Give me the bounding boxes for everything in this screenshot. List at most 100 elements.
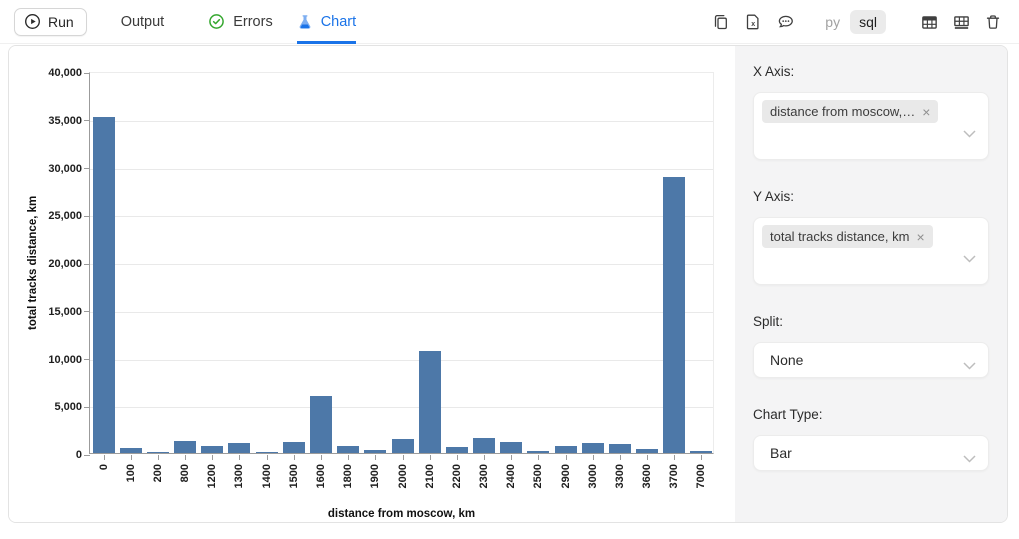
y-tick-label: 25,000 <box>48 210 82 223</box>
x-tick-label: 2900 <box>559 464 572 489</box>
tab-errors[interactable]: Errors <box>208 0 273 44</box>
bar-1400 <box>255 451 278 453</box>
x-tick <box>456 455 458 460</box>
split-select-value: None <box>770 352 804 368</box>
bar-1800 <box>337 446 360 453</box>
y-tick <box>84 120 90 122</box>
bar-2400 <box>500 441 523 453</box>
chevron-down-icon <box>963 250 976 268</box>
y-tick-label: 10,000 <box>48 353 82 366</box>
x-tick-label: 3000 <box>586 464 599 489</box>
x-tick <box>592 455 594 460</box>
bar-2200 <box>445 447 468 453</box>
x-axis-select[interactable]: distance from moscow,… × <box>753 92 989 160</box>
x-axis-field-label: X Axis: <box>753 64 795 79</box>
gridline <box>90 359 713 361</box>
x-tick <box>565 455 567 460</box>
y-tick <box>84 454 90 456</box>
x-tick-label: 2300 <box>478 464 491 489</box>
x-axis-chip[interactable]: distance from moscow,… × <box>762 100 939 123</box>
y-axis-chip[interactable]: total tracks distance, km × <box>762 225 933 248</box>
x-tick <box>103 455 105 460</box>
y-tick-label: 35,000 <box>48 114 82 127</box>
y-tick-label: 15,000 <box>48 305 82 318</box>
x-tick <box>348 455 350 460</box>
table-header-icon[interactable] <box>919 12 939 32</box>
split-select[interactable]: None <box>753 342 989 378</box>
y-axis-select[interactable]: total tracks distance, km × <box>753 217 989 285</box>
chart-type-select[interactable]: Bar <box>753 435 989 471</box>
x-tick-label: 2000 <box>396 464 409 489</box>
bar-1500 <box>282 441 305 453</box>
bar-1200 <box>201 445 224 453</box>
bar-3300 <box>608 443 631 453</box>
y-tick-label: 0 <box>75 449 82 461</box>
y-tick-label: 30,000 <box>48 162 82 175</box>
x-tick-label: 200 <box>151 464 164 483</box>
play-circle-icon <box>24 13 41 30</box>
gridline <box>90 216 713 218</box>
bar-3700 <box>663 177 686 453</box>
trash-icon[interactable] <box>983 12 1003 32</box>
bar-2000 <box>391 439 414 453</box>
y-tick <box>84 72 90 74</box>
x-tick <box>402 455 404 460</box>
y-axis-chip-label: total tracks distance, km <box>770 229 910 244</box>
y-tick <box>84 406 90 408</box>
x-tick <box>293 455 295 460</box>
copy-icon[interactable] <box>711 12 731 32</box>
plot-area: 0 5,000 10,000 15,000 20,000 25,000 30,000 35,0… <box>48 67 714 488</box>
tab-output[interactable]: Output <box>121 0 165 44</box>
x-tick-label: 3600 <box>641 464 654 489</box>
x-tick-label: 1400 <box>260 464 273 489</box>
chevron-down-icon <box>963 450 976 466</box>
bar-2100 <box>418 351 441 453</box>
run-button-label: Run <box>48 13 74 30</box>
x-tick <box>130 455 132 460</box>
x-tick <box>484 455 486 460</box>
bar-2300 <box>473 437 496 453</box>
x-tick <box>619 455 621 460</box>
chart-type-select-value: Bar <box>770 445 792 461</box>
x-axis-chip-remove-icon[interactable]: × <box>922 103 931 120</box>
content-card: total tracks distance, km 0 5,000 10,000 15… <box>8 45 1008 523</box>
bar-1300 <box>228 442 251 453</box>
export-excel-icon[interactable]: x <box>743 12 763 32</box>
gridline <box>90 264 713 265</box>
x-tick-label: 2500 <box>532 464 545 489</box>
check-circle-icon <box>208 13 225 30</box>
gridline <box>90 407 713 409</box>
bar-1900 <box>364 449 387 453</box>
y-tick <box>84 168 90 169</box>
x-tick <box>266 455 268 460</box>
x-tick <box>157 455 159 460</box>
run-button[interactable]: Run <box>14 7 87 36</box>
x-tick-label: 2200 <box>450 464 463 489</box>
x-tick-label: 1500 <box>287 464 300 489</box>
x-tick-label: 3300 <box>613 464 626 489</box>
chart-settings-panel: X Axis: distance from moscow,… × Y Axis:… <box>735 46 1007 522</box>
x-tick-label: 1300 <box>233 464 246 489</box>
bar-1600 <box>309 396 332 453</box>
tab-chart[interactable]: Chart <box>296 0 357 44</box>
x-tick <box>674 455 676 460</box>
x-tick <box>511 455 513 460</box>
toolbar: Run Output Errors Chart x py sql <box>0 0 1019 44</box>
x-tick-label: 1800 <box>342 464 355 489</box>
x-tick <box>212 455 214 460</box>
x-tick <box>538 455 540 460</box>
svg-text:x: x <box>751 21 755 28</box>
y-axis-field-label: Y Axis: <box>753 189 795 204</box>
bar-3000 <box>581 442 604 453</box>
bar-2900 <box>554 446 577 453</box>
lang-toggle-python[interactable]: py <box>825 14 841 30</box>
comment-icon[interactable] <box>775 12 795 32</box>
x-axis-chip-label: distance from moscow,… <box>770 104 916 119</box>
chart-canvas: total tracks distance, km 0 5,000 10,000 15… <box>9 46 735 522</box>
y-axis-chip-remove-icon[interactable]: × <box>916 228 925 245</box>
lang-toggle-sql[interactable]: sql <box>850 10 886 34</box>
bar-2500 <box>527 450 550 453</box>
x-tick-label: 800 <box>179 464 192 483</box>
table-grid-icon[interactable] <box>951 12 971 32</box>
y-tick-label: 20,000 <box>48 258 82 270</box>
